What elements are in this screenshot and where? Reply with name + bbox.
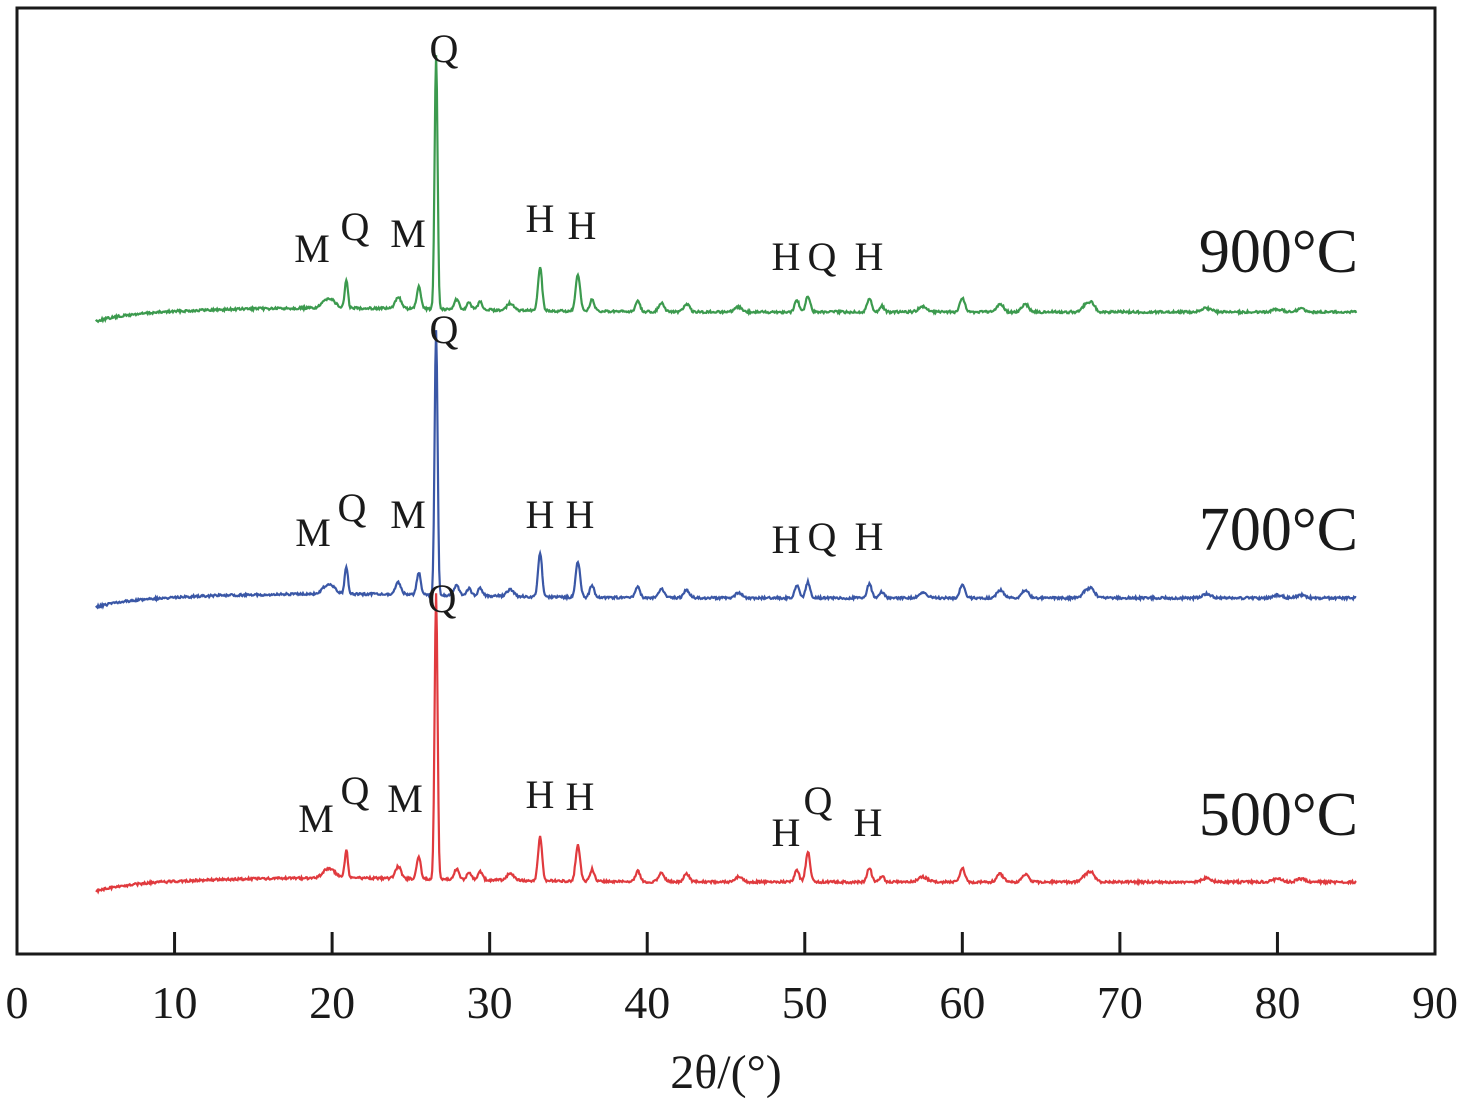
peak-label: H <box>772 234 801 279</box>
peak-label: M <box>390 211 426 256</box>
peak-label: Q <box>341 204 370 249</box>
peak-label: M <box>294 226 330 271</box>
series-label: 700°C <box>1199 496 1358 564</box>
peak-label: Q <box>808 514 837 559</box>
xrd-trace-2 <box>95 593 1357 895</box>
x-tick-label: 60 <box>939 977 985 1028</box>
x-axis-tick-labels: 0 10 20 30 40 50 60 70 80 90 <box>6 977 1459 1028</box>
x-tick-label: 10 <box>152 977 198 1028</box>
x-tick-label: 80 <box>1254 977 1300 1028</box>
xrd-traces <box>94 55 1358 895</box>
peak-label: M <box>390 492 426 537</box>
peak-label: H <box>568 203 597 248</box>
peak-label: H <box>566 492 595 537</box>
peak-label: H <box>526 196 555 241</box>
peak-label: Q <box>341 768 370 813</box>
x-tick-label: 40 <box>624 977 670 1028</box>
peak-label: M <box>295 510 331 555</box>
x-tick-label: 20 <box>309 977 355 1028</box>
peak-label: H <box>526 492 555 537</box>
x-tick-label: 70 <box>1097 977 1143 1028</box>
peak-label: H <box>772 517 801 562</box>
peak-label: M <box>298 796 334 841</box>
peak-label: H <box>855 234 884 279</box>
x-tick-label: 0 <box>6 977 29 1028</box>
xrd-trace-0 <box>94 55 1358 324</box>
peak-label: Q <box>808 234 837 279</box>
peak-label: Q <box>338 485 367 530</box>
peak-label: H <box>855 514 884 559</box>
x-tick-label: 90 <box>1412 977 1458 1028</box>
plot-frame <box>15 6 1437 956</box>
peak-label: H <box>772 810 801 855</box>
x-tick-label: 50 <box>782 977 828 1028</box>
peak-label: Q <box>804 778 833 823</box>
x-axis-ticks <box>173 932 1279 954</box>
series-labels: 900°C 700°C 500°C <box>1199 218 1358 849</box>
peak-labels: M Q MQH HH Q HMQ MQH HH Q HMQ MQH HHQ H <box>294 26 883 855</box>
peak-label: M <box>387 776 423 821</box>
peak-label: H <box>854 800 883 845</box>
x-tick-label: 30 <box>467 977 513 1028</box>
peak-label: H <box>526 772 555 817</box>
peak-label: Q <box>430 307 459 352</box>
peak-label: Q <box>430 26 459 71</box>
peak-label: Q <box>428 576 457 621</box>
series-label: 500°C <box>1199 781 1358 849</box>
x-axis-label: 2θ/(°) <box>670 1046 782 1099</box>
peak-label: H <box>566 774 595 819</box>
series-label: 900°C <box>1199 218 1358 286</box>
xrd-trace-1 <box>95 330 1357 610</box>
